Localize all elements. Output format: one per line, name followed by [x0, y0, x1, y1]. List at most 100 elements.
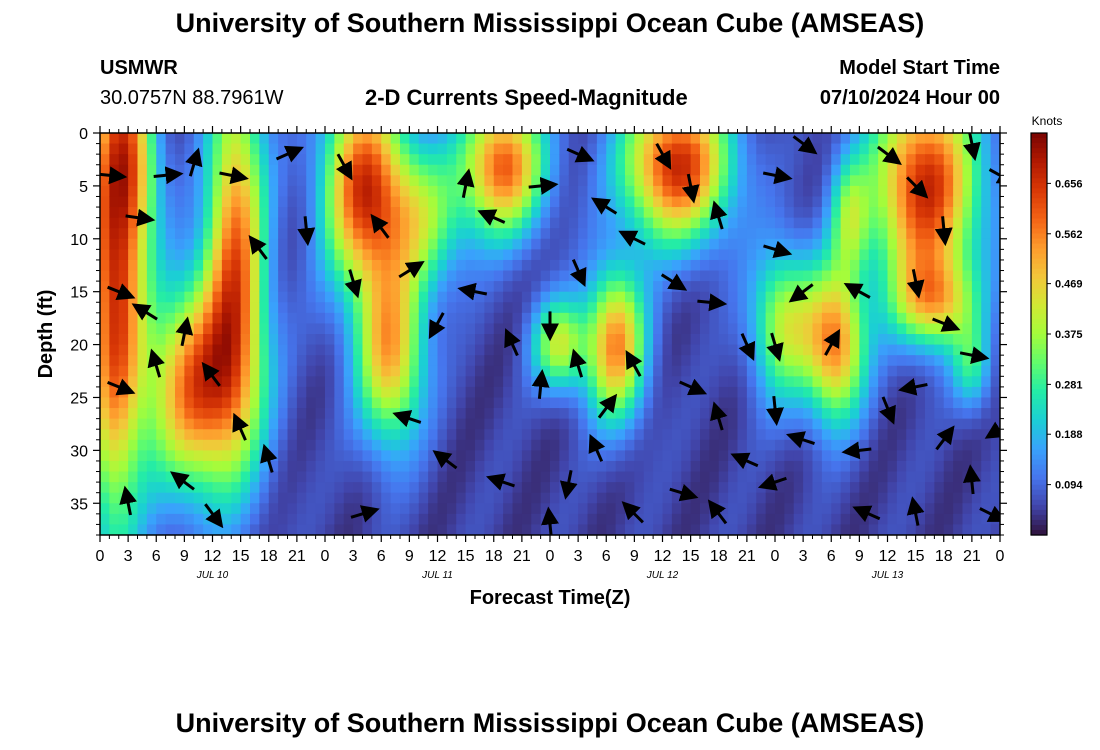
heatmap-cell [231, 312, 242, 325]
heatmap-cell [934, 365, 945, 377]
heatmap-cell [118, 196, 129, 208]
heatmap-cell [925, 175, 935, 187]
heatmap-cell [193, 503, 204, 515]
heatmap-cell [390, 503, 401, 515]
heatmap-cell [990, 323, 1000, 335]
heatmap-cell [212, 492, 223, 504]
heatmap-cell [325, 450, 335, 462]
heatmap-cell [531, 196, 542, 208]
heatmap-cell [221, 503, 232, 515]
heatmap-cell [868, 365, 879, 377]
heatmap-cell [521, 238, 532, 250]
heatmap-cell [662, 207, 673, 219]
heatmap-cell [137, 334, 148, 346]
heatmap-cell [100, 154, 110, 166]
heatmap-cell [362, 185, 373, 198]
heatmap-cell [137, 312, 148, 325]
heatmap-cell [456, 460, 467, 473]
heatmap-cell [287, 344, 298, 356]
heatmap-cell [456, 408, 467, 420]
current-vector [681, 173, 700, 204]
heatmap-cell [812, 302, 823, 314]
heatmap-cell [737, 164, 748, 176]
heatmap-cell [737, 513, 748, 526]
heatmap-cell [428, 154, 439, 166]
heatmap-cell [250, 334, 260, 346]
heatmap-cell [503, 228, 514, 240]
heatmap-cell [906, 513, 917, 526]
heatmap-cell [334, 513, 345, 526]
heatmap-cell [353, 164, 364, 176]
heatmap-cell [859, 439, 870, 451]
heatmap-cell [325, 143, 335, 155]
heatmap-cell [962, 185, 973, 198]
heatmap-cell [371, 228, 382, 240]
heatmap-cell [456, 429, 467, 441]
heatmap-cell [287, 376, 298, 388]
heatmap-cell [596, 228, 607, 240]
heatmap-cell [662, 185, 673, 198]
heatmap-cell [137, 365, 148, 377]
heatmap-cell [653, 302, 664, 314]
heatmap-cell [943, 238, 954, 250]
heatmap-cell [578, 492, 589, 504]
colorbar-band [1031, 449, 1047, 456]
heatmap-cell [465, 249, 476, 261]
heatmap-cell [446, 376, 457, 388]
heatmap-cell [268, 471, 279, 483]
heatmap-cell [287, 312, 298, 325]
heatmap-cell [925, 185, 935, 198]
heatmap-cell [390, 471, 401, 483]
heatmap-cell [221, 471, 232, 483]
heatmap-cell [362, 312, 373, 325]
heatmap-cell [118, 418, 129, 430]
heatmap-cell [981, 217, 992, 229]
current-vector [906, 269, 925, 299]
heatmap-cell [971, 154, 982, 166]
heatmap-cell [887, 175, 898, 187]
heatmap-cell [934, 249, 945, 261]
heatmap-cell [690, 450, 701, 462]
heatmap-cell [812, 133, 823, 145]
current-vector [119, 485, 137, 516]
heatmap-cell [250, 450, 260, 462]
heatmap-cell [925, 376, 935, 388]
heatmap-cell [934, 397, 945, 409]
heatmap-cell [559, 365, 570, 377]
heatmap-cell [146, 207, 157, 219]
heatmap-cell [418, 143, 429, 155]
heatmap-cell [568, 175, 579, 187]
heatmap-cell [109, 217, 120, 229]
heatmap-cell [296, 217, 307, 229]
heatmap-cell [475, 164, 485, 176]
heatmap-cell [156, 196, 167, 208]
heatmap-cell [109, 323, 120, 335]
heatmap-cell [812, 524, 823, 535]
heatmap-cell [156, 471, 167, 483]
heatmap-cell [428, 450, 439, 462]
heatmap-cell [803, 492, 814, 504]
heatmap-cell [240, 185, 251, 198]
heatmap-cell [240, 386, 251, 399]
heatmap-cell [878, 439, 889, 451]
heatmap-cell [118, 154, 129, 166]
heatmap-cell [568, 365, 579, 377]
heatmap-cell [700, 450, 710, 462]
heatmap-cell [596, 386, 607, 399]
heatmap-cell [831, 291, 842, 303]
heatmap-cell [971, 217, 982, 229]
heatmap-cell [859, 228, 870, 240]
heatmap-cell [859, 450, 870, 462]
heatmap-cell [465, 291, 476, 303]
heatmap-cell [381, 259, 392, 272]
heatmap-cell [943, 376, 954, 388]
heatmap-cell [118, 302, 129, 314]
heatmap-cell [906, 471, 917, 483]
heatmap-cell [981, 323, 992, 335]
x-tick-label: 9 [405, 548, 414, 565]
heatmap-cell [681, 249, 692, 261]
heatmap-cell [475, 196, 485, 208]
heatmap-cell [606, 355, 617, 367]
heatmap-cell [503, 164, 514, 176]
heatmap-cell [278, 513, 289, 526]
